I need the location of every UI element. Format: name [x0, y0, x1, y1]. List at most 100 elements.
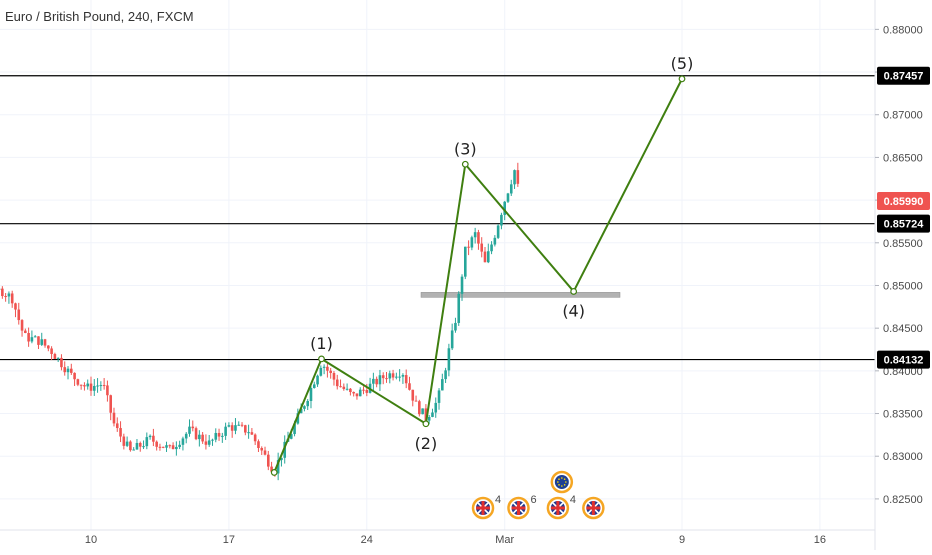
candle-body: [106, 385, 109, 395]
candle-body: [100, 385, 103, 386]
candle-body: [444, 370, 447, 379]
candle-body: [132, 450, 135, 451]
candle-body: [63, 367, 66, 372]
candle-body: [4, 296, 7, 297]
candle-body: [448, 348, 451, 370]
candle-body: [234, 425, 237, 431]
wave-point-handle[interactable]: [571, 289, 577, 295]
candle-body: [67, 369, 70, 372]
candle-body: [93, 386, 96, 391]
candle-body: [408, 383, 411, 390]
wave-label: (4): [562, 301, 585, 320]
candle-body: [119, 428, 122, 436]
candle-body: [8, 293, 11, 296]
uk-flag-cross-v: [517, 501, 520, 515]
candle-body: [323, 367, 326, 368]
candle-body: [490, 245, 493, 252]
wave-point-handle[interactable]: [679, 76, 685, 82]
candle-body: [362, 390, 365, 391]
candle-body: [113, 413, 116, 424]
candle-body: [211, 440, 214, 441]
candle-body: [96, 386, 99, 387]
wave-point-handle[interactable]: [319, 356, 325, 362]
candle-body: [37, 336, 40, 345]
candle-body: [487, 251, 490, 262]
candle-body: [507, 193, 510, 201]
candle-body: [349, 389, 352, 392]
symbol-title: Euro / British Pound, 240, FXCM: [5, 9, 194, 24]
candle-body: [372, 379, 375, 384]
x-tick-label: 24: [361, 534, 373, 546]
candle-body: [356, 393, 359, 396]
candle-body: [333, 373, 336, 380]
candle-body: [218, 433, 221, 437]
candle-body: [80, 385, 83, 386]
candle-body: [375, 379, 378, 384]
candle-body: [169, 445, 172, 446]
candle-body: [329, 371, 332, 373]
candle-body: [90, 384, 93, 391]
support-zone-rect[interactable]: [421, 292, 620, 297]
candle-body: [343, 387, 346, 389]
x-tick-label: Mar: [495, 534, 514, 546]
candle-body: [224, 427, 227, 436]
candle-body: [418, 401, 421, 414]
candle-body: [165, 445, 168, 448]
event-count-badge: 4: [570, 494, 576, 506]
candle-body: [57, 358, 60, 359]
eu-star: [564, 484, 566, 486]
x-tick-label: 16: [814, 534, 826, 546]
y-tick-label: 0.87000: [883, 110, 923, 122]
wave-point-handle[interactable]: [463, 161, 469, 167]
support-zone-layer: [421, 292, 620, 297]
candle-body: [395, 377, 398, 378]
x-tick-label: 9: [679, 534, 685, 546]
candle-body: [103, 385, 106, 386]
event-count-badge: 4: [495, 494, 501, 506]
candle-body: [303, 406, 306, 409]
wave-point-handle[interactable]: [423, 421, 429, 427]
candle-body: [247, 432, 250, 433]
wave-point-handle[interactable]: [271, 470, 277, 476]
candle-body: [313, 384, 316, 388]
candle-body: [198, 435, 201, 439]
uk-flag-cross-v: [482, 501, 485, 515]
candle-body: [411, 390, 414, 401]
candle-body: [34, 336, 37, 337]
candle-body: [264, 450, 267, 454]
candle-body: [237, 425, 240, 426]
candle-body: [477, 232, 480, 243]
candle-body: [188, 427, 191, 434]
candle-body: [191, 427, 194, 429]
candle-body: [451, 330, 454, 348]
candle-body: [320, 368, 323, 376]
candle-body: [86, 384, 89, 387]
candle-body: [44, 339, 47, 345]
candle-body: [221, 436, 224, 437]
candle-body: [336, 380, 339, 387]
candle-body: [146, 437, 149, 446]
x-tick-label: 10: [85, 534, 97, 546]
candle-body: [510, 184, 513, 193]
level-price-label: 0.85724: [884, 219, 925, 231]
candle-body: [60, 358, 63, 367]
candle-body: [454, 323, 457, 331]
candle-body: [257, 441, 260, 448]
candle-body: [231, 425, 234, 431]
y-tick-label: 0.83500: [883, 409, 923, 421]
candle-body: [11, 293, 14, 303]
candle-body: [123, 437, 126, 446]
wave-label: (2): [415, 434, 438, 453]
y-tick-label: 0.82500: [883, 494, 923, 506]
candle-body: [513, 170, 516, 184]
candle-body: [494, 238, 497, 245]
candle-body: [21, 320, 24, 331]
candle-body: [316, 376, 319, 385]
candle-body: [136, 443, 139, 450]
candle-body: [24, 331, 27, 333]
candle-body: [310, 388, 313, 401]
level-price-label: 0.87457: [884, 71, 924, 83]
candle-body: [182, 438, 185, 444]
